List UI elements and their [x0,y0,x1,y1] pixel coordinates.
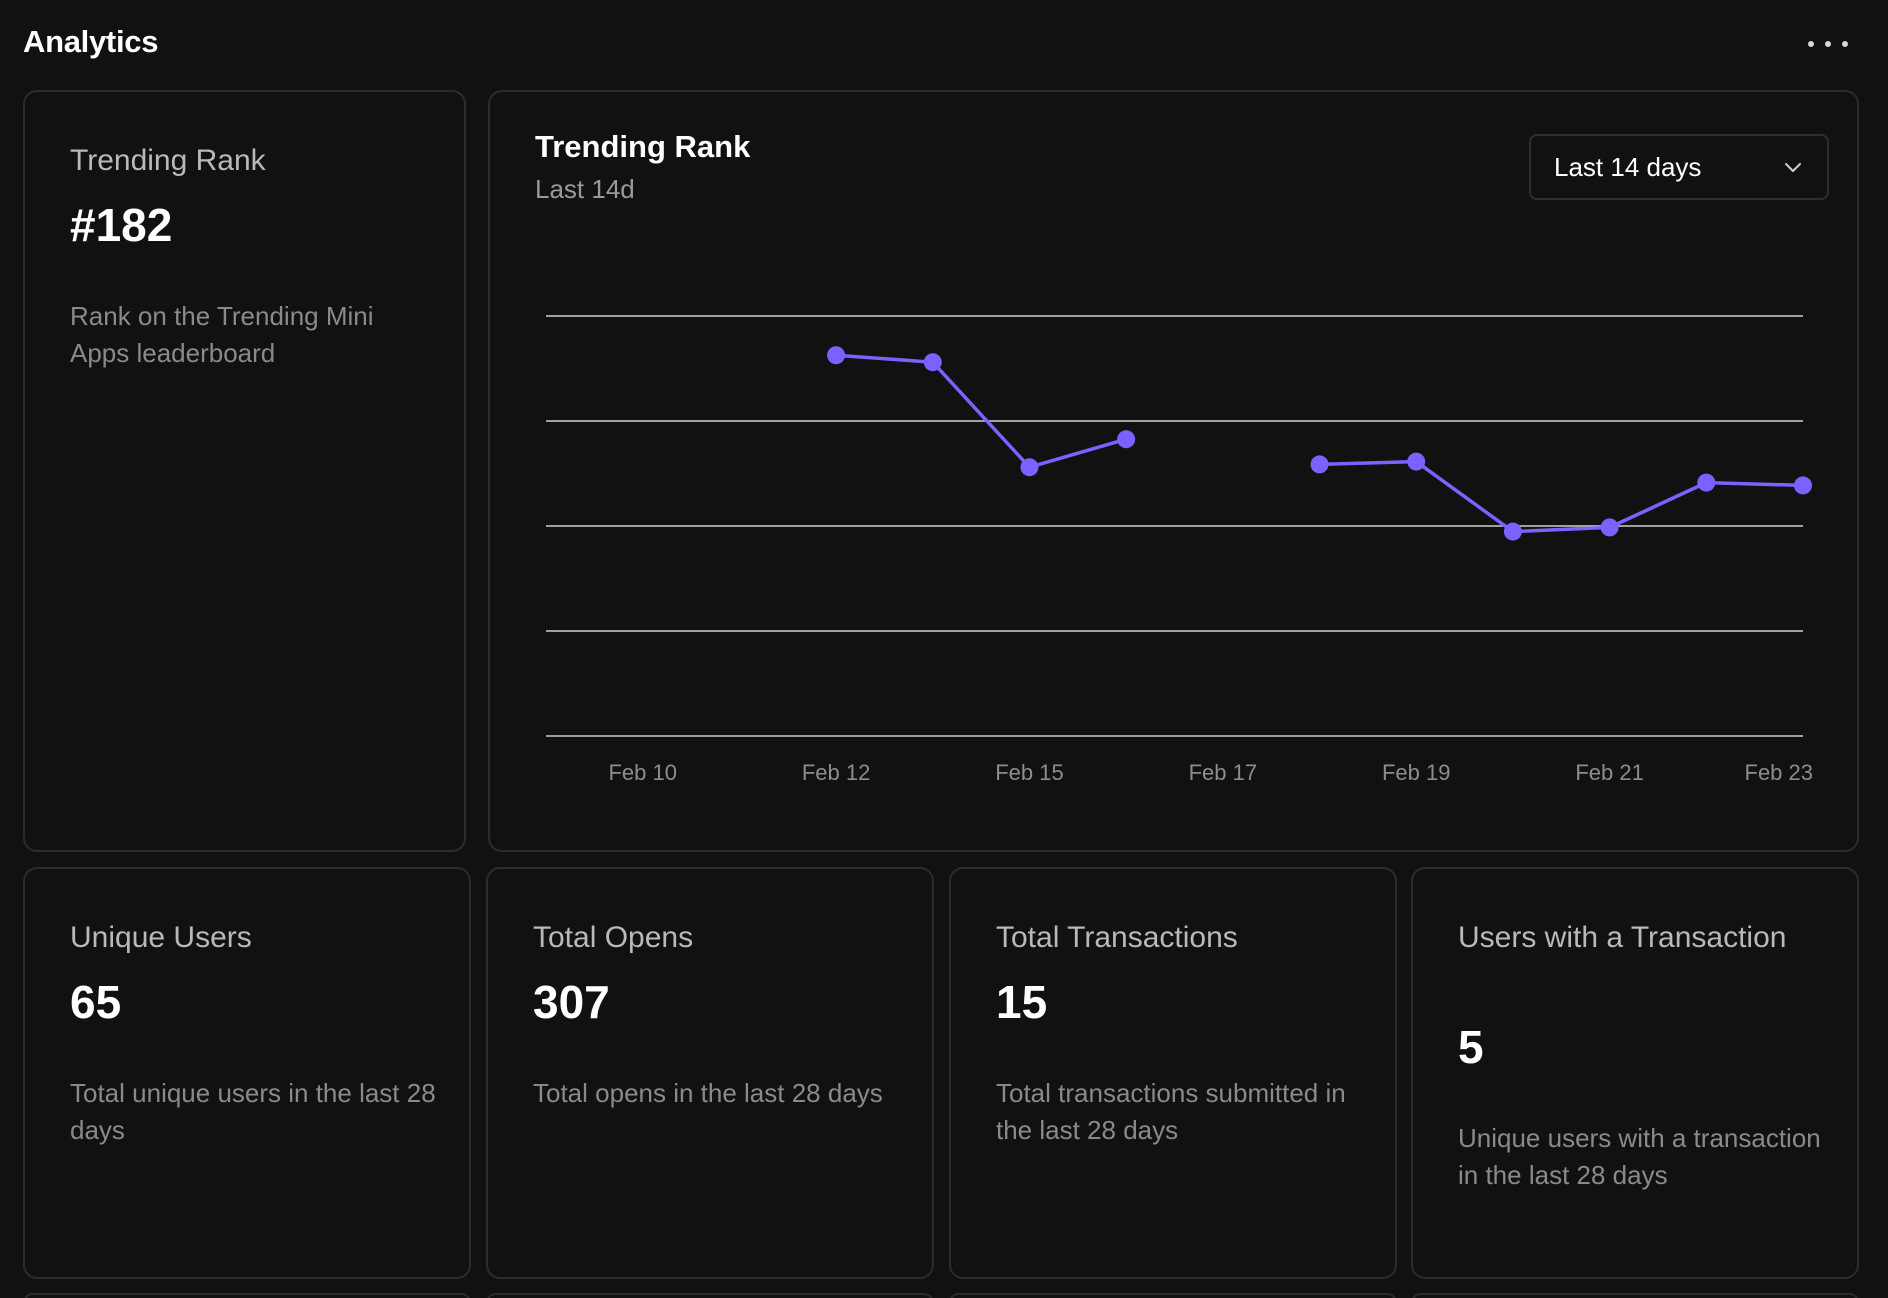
card-value: 5 [1458,1021,1484,1073]
card-label: Trending Rank [70,144,266,177]
data-point [1503,522,1522,541]
next-row-card-edge [1411,1293,1859,1298]
card-label: Total Transactions [996,921,1238,954]
data-point [1794,476,1812,495]
x-tick-label: Feb 15 [995,760,1064,785]
total-transactions-card: Total Transactions 15 Total transactions… [949,867,1397,1279]
card-description: Unique users with a transaction in the l… [1458,1123,1821,1190]
total-opens-card: Total Opens 307 Total opens in the last … [486,867,934,1279]
card-value: 307 [533,976,610,1028]
dot [1842,41,1848,47]
dot [1825,41,1831,47]
data-point [1310,455,1329,474]
chart-title: Trending Rank [535,129,751,164]
data-point [1117,430,1136,449]
card-description: Total unique users in the last 28 days [70,1078,436,1145]
series-line [1317,459,1805,534]
card-description: Total transactions submitted in the last… [996,1078,1346,1145]
more-horizontal-icon[interactable] [1808,30,1848,58]
trending-rank-chart-card: Feb 10 Feb 12 Feb 15 Feb 17 Feb 19 Feb 21 Feb … [488,90,1859,852]
x-tick-label: Feb 17 [1189,760,1258,785]
data-point [923,353,942,372]
x-tick-label: Feb 21 [1575,760,1644,785]
card-label: Users with a Transaction [1458,921,1787,954]
data-point [1407,452,1426,471]
card-label: Unique Users [70,921,252,954]
x-tick-label: Feb 23 [1745,760,1814,785]
card-label: Total Opens [533,921,694,954]
series-line [834,353,1128,469]
page-title: Analytics [23,24,159,59]
data-point [1600,518,1619,537]
dot [1808,41,1814,47]
data-point [1697,473,1716,492]
next-row-card-edge [486,1293,934,1298]
chevron-down-icon [1785,163,1801,172]
card-value: 15 [996,976,1048,1028]
date-range-select-value: Last 14 days [1554,151,1702,182]
x-tick-label: Feb 12 [802,760,871,785]
card-description: Total opens in the last 28 days [533,1078,883,1108]
chart-subtitle: Last 14d [535,174,635,204]
card-value: #182 [70,199,173,251]
users-with-transaction-card: Users with a Transaction 5 Unique users … [1411,867,1859,1279]
next-row-card-edge [949,1293,1397,1298]
data-point [827,346,846,365]
x-tick-label: Feb 19 [1382,760,1451,785]
trending-rank-card: Trending Rank #182 Rank on the Trending … [23,90,466,852]
trending-rank-chart: Feb 10 Feb 12 Feb 15 Feb 17 Feb 19 Feb 21 Feb … [546,315,1814,785]
card-value: 65 [70,976,122,1028]
card-description: Rank on the Trending Mini Apps leaderboa… [70,301,374,368]
date-range-select[interactable]: Last 14 days [1529,134,1829,200]
data-point [1020,458,1039,477]
x-tick-label: Feb 10 [608,760,677,785]
unique-users-card: Unique Users 65 Total unique users in th… [23,867,471,1279]
next-row-card-edge [23,1293,471,1298]
